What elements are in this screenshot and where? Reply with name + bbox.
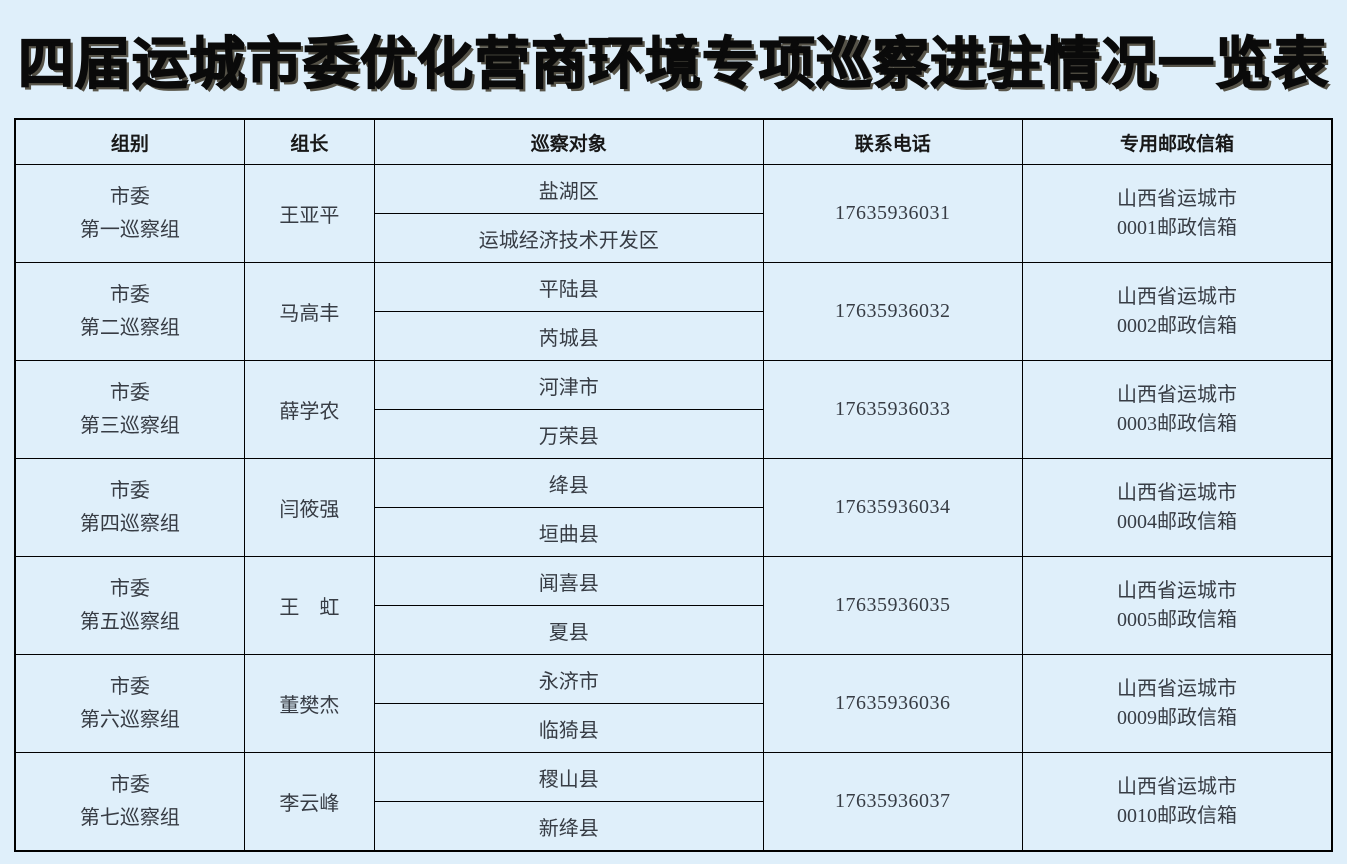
group-name-line2: 第二巡察组 — [79, 316, 180, 339]
targets-cell: 绛县 垣曲县 — [374, 458, 764, 557]
inspection-target: 夏县 — [548, 621, 589, 644]
col-header-phone: 联系电话 — [762, 118, 1023, 165]
group-cell: 市委 第七巡察组 — [14, 752, 245, 852]
group-name-line1: 市委 — [109, 577, 150, 600]
inspection-target: 垣曲县 — [538, 523, 599, 546]
title-bar: 四届运城市委优化营商环境专项巡察进驻情况一览表 — [0, 0, 1347, 118]
targets-cell: 永济市 临猗县 — [374, 654, 764, 753]
targets-cell: 平陆县 芮城县 — [374, 262, 764, 361]
mailbox-line2: 0010邮政信箱 — [1116, 804, 1237, 827]
group-name-line2: 第五巡察组 — [79, 610, 180, 633]
targets-cell: 闻喜县 夏县 — [374, 556, 764, 655]
inspection-roster-table: 组别 组长 巡察对象 联系电话 专用邮政信箱 市委 第一巡察组 王亚平 盐湖区 … — [14, 118, 1333, 852]
inspection-target: 新绛县 — [538, 817, 599, 840]
inspection-target: 河津市 — [375, 361, 763, 410]
col-header-group: 组别 — [14, 118, 245, 165]
col-header-mailbox: 专用邮政信箱 — [1021, 118, 1333, 165]
table-row: 市委 第六巡察组 董樊杰 永济市 临猗县 17635936036 山西省运城市 … — [14, 654, 1333, 753]
inspection-target: 平陆县 — [375, 263, 763, 312]
table-row: 市委 第七巡察组 李云峰 稷山县 新绛县 17635936037 山西省运城市 … — [14, 752, 1333, 852]
inspection-target: 永济市 — [375, 655, 763, 704]
targets-cell: 河津市 万荣县 — [374, 360, 764, 459]
mailbox-cell: 山西省运城市 0001邮政信箱 — [1021, 164, 1333, 263]
group-cell: 市委 第五巡察组 — [14, 556, 245, 655]
group-cell: 市委 第六巡察组 — [14, 654, 245, 753]
table-row: 市委 第三巡察组 薛学农 河津市 万荣县 17635936033 山西省运城市 … — [14, 360, 1333, 459]
group-name-line2: 第四巡察组 — [79, 512, 180, 535]
mailbox-line1: 山西省运城市 — [1116, 383, 1237, 406]
group-cell: 市委 第一巡察组 — [14, 164, 245, 263]
group-cell: 市委 第三巡察组 — [14, 360, 245, 459]
phone-cell: 17635936033 — [762, 360, 1023, 459]
leader-cell: 闫筱强 — [243, 458, 376, 557]
inspection-target: 绛县 — [375, 459, 763, 508]
group-name-line2: 第三巡察组 — [79, 414, 180, 437]
col-header-target: 巡察对象 — [374, 118, 764, 165]
mailbox-cell: 山西省运城市 0003邮政信箱 — [1021, 360, 1333, 459]
mailbox-line2: 0002邮政信箱 — [1116, 314, 1237, 337]
mailbox-cell: 山西省运城市 0005邮政信箱 — [1021, 556, 1333, 655]
targets-cell: 盐湖区 运城经济技术开发区 — [374, 164, 764, 263]
inspection-target: 稷山县 — [375, 753, 763, 802]
table-row: 市委 第五巡察组 王 虹 闻喜县 夏县 17635936035 山西省运城市 0… — [14, 556, 1333, 655]
mailbox-line1: 山西省运城市 — [1116, 677, 1237, 700]
leader-cell: 马高丰 — [243, 262, 376, 361]
group-cell: 市委 第二巡察组 — [14, 262, 245, 361]
mailbox-line1: 山西省运城市 — [1116, 187, 1237, 210]
group-cell: 市委 第四巡察组 — [14, 458, 245, 557]
mailbox-line2: 0004邮政信箱 — [1116, 510, 1237, 533]
mailbox-line2: 0003邮政信箱 — [1116, 412, 1237, 435]
group-name-line1: 市委 — [109, 381, 150, 404]
group-name-line1: 市委 — [109, 479, 150, 502]
mailbox-line2: 0005邮政信箱 — [1116, 608, 1237, 631]
col-header-leader: 组长 — [243, 118, 376, 165]
group-name-line1: 市委 — [109, 675, 150, 698]
mailbox-line2: 0009邮政信箱 — [1116, 706, 1237, 729]
leader-cell: 董樊杰 — [243, 654, 376, 753]
table-row: 市委 第一巡察组 王亚平 盐湖区 运城经济技术开发区 17635936031 山… — [14, 164, 1333, 263]
group-name-line1: 市委 — [109, 773, 150, 796]
leader-cell: 王 虹 — [243, 556, 376, 655]
leader-cell: 王亚平 — [243, 164, 376, 263]
page-title: 四届运城市委优化营商环境专项巡察进驻情况一览表 — [17, 33, 1329, 97]
mailbox-line1: 山西省运城市 — [1116, 775, 1237, 798]
inspection-target: 芮城县 — [538, 327, 599, 350]
mailbox-line2: 0001邮政信箱 — [1116, 216, 1237, 239]
table-row: 市委 第二巡察组 马高丰 平陆县 芮城县 17635936032 山西省运城市 … — [14, 262, 1333, 361]
mailbox-line1: 山西省运城市 — [1116, 579, 1237, 602]
inspection-target: 运城经济技术开发区 — [478, 229, 659, 252]
leader-cell: 薛学农 — [243, 360, 376, 459]
targets-cell: 稷山县 新绛县 — [374, 752, 764, 852]
group-name-line1: 市委 — [109, 185, 150, 208]
phone-cell: 17635936037 — [762, 752, 1023, 852]
phone-cell: 17635936034 — [762, 458, 1023, 557]
group-name-line2: 第六巡察组 — [79, 708, 180, 731]
table-row: 市委 第四巡察组 闫筱强 绛县 垣曲县 17635936034 山西省运城市 0… — [14, 458, 1333, 557]
mailbox-cell: 山西省运城市 0010邮政信箱 — [1021, 752, 1333, 852]
mailbox-cell: 山西省运城市 0002邮政信箱 — [1021, 262, 1333, 361]
inspection-target: 闻喜县 — [375, 557, 763, 606]
inspection-target: 临猗县 — [538, 719, 599, 742]
group-name-line2: 第七巡察组 — [79, 806, 180, 829]
phone-cell: 17635936031 — [762, 164, 1023, 263]
phone-cell: 17635936036 — [762, 654, 1023, 753]
mailbox-cell: 山西省运城市 0004邮政信箱 — [1021, 458, 1333, 557]
mailbox-line1: 山西省运城市 — [1116, 285, 1237, 308]
inspection-target: 万荣县 — [538, 425, 599, 448]
phone-cell: 17635936035 — [762, 556, 1023, 655]
group-name-line2: 第一巡察组 — [79, 218, 180, 241]
group-name-line1: 市委 — [109, 283, 150, 306]
mailbox-cell: 山西省运城市 0009邮政信箱 — [1021, 654, 1333, 753]
table-header-row: 组别 组长 巡察对象 联系电话 专用邮政信箱 — [14, 118, 1333, 165]
mailbox-line1: 山西省运城市 — [1116, 481, 1237, 504]
phone-cell: 17635936032 — [762, 262, 1023, 361]
inspection-target: 盐湖区 — [375, 165, 763, 214]
leader-cell: 李云峰 — [243, 752, 376, 852]
